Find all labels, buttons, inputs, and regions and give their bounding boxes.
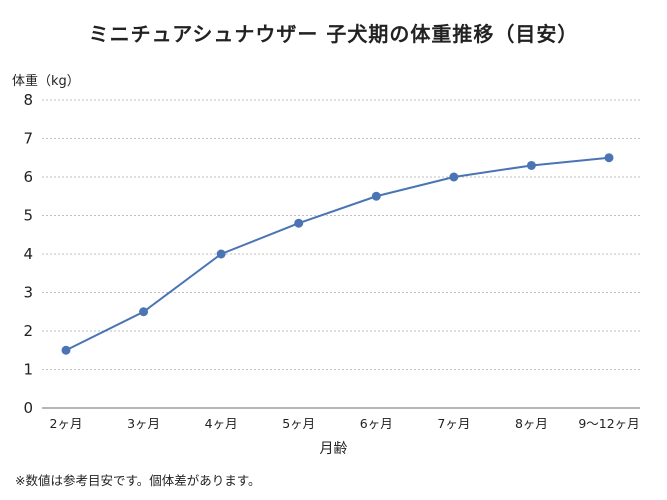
y-tick-labels: 0 1 2 3 4 5 6 7 8 bbox=[23, 91, 33, 417]
y-axis-label: 体重（kg） bbox=[12, 74, 80, 89]
x-tick-label-1: 3ヶ月 bbox=[127, 416, 160, 431]
data-point-0-7 bbox=[604, 153, 614, 163]
data-point-0-4 bbox=[371, 191, 381, 201]
x-tick-label-6: 8ヶ月 bbox=[515, 416, 548, 431]
chart-title: ミニチュアシュナウザー 子犬期の体重推移（目安） bbox=[88, 22, 579, 46]
x-tick-label-7: 9〜12ヶ月 bbox=[578, 416, 639, 431]
y-tick-label-1: 1 bbox=[23, 361, 33, 379]
x-tick-label-5: 7ヶ月 bbox=[437, 416, 470, 431]
y-tick-label-0: 0 bbox=[23, 399, 33, 417]
y-tick-label-5: 5 bbox=[23, 207, 33, 225]
x-tick-label-2: 4ヶ月 bbox=[205, 416, 238, 431]
data-point-0-2 bbox=[216, 249, 226, 259]
y-tick-label-7: 7 bbox=[23, 130, 33, 148]
y-tick-label-2: 2 bbox=[23, 322, 33, 340]
data-point-0-0 bbox=[61, 345, 71, 355]
y-tick-label-4: 4 bbox=[23, 245, 33, 263]
series-line-0 bbox=[65, 156, 610, 352]
footnote: ※数値は参考目安です。個体差があります。 bbox=[15, 473, 261, 488]
x-tick-label-4: 6ヶ月 bbox=[360, 416, 393, 431]
x-tick-labels: 2ヶ月 3ヶ月 4ヶ月 5ヶ月 6ヶ月 7ヶ月 8ヶ月 9〜12ヶ月 bbox=[50, 416, 640, 431]
data-point-0-3 bbox=[294, 218, 304, 228]
data-point-0-6 bbox=[526, 160, 536, 170]
y-tick-label-8: 8 bbox=[23, 91, 33, 109]
x-axis-label: 月齢 bbox=[319, 441, 348, 457]
y-tick-label-3: 3 bbox=[23, 284, 33, 302]
y-tick-label-6: 6 bbox=[23, 168, 33, 186]
x-tick-label-3: 5ヶ月 bbox=[282, 416, 315, 431]
data-point-0-1 bbox=[139, 307, 149, 317]
data-series bbox=[61, 153, 614, 355]
grid-lines bbox=[42, 99, 640, 370]
data-point-0-5 bbox=[449, 172, 459, 182]
x-tick-label-0: 2ヶ月 bbox=[50, 416, 83, 431]
